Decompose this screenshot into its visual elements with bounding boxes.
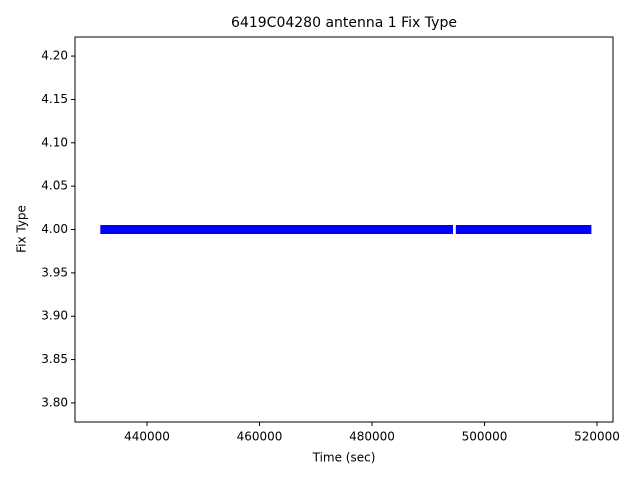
y-axis-label: Fix Type (15, 205, 29, 253)
x-tick-label: 460000 (237, 430, 283, 444)
y-tick-label: 4.00 (41, 222, 68, 236)
x-tick-label: 480000 (349, 430, 395, 444)
x-tick-label: 440000 (124, 430, 170, 444)
y-tick-label: 4.05 (41, 179, 68, 193)
y-tick-label: 3.85 (41, 352, 68, 366)
y-tick-label: 4.10 (41, 135, 68, 149)
x-tick-label: 500000 (462, 430, 508, 444)
x-tick-label: 520000 (574, 430, 620, 444)
y-tick-label: 4.15 (41, 92, 68, 106)
y-tick-label: 4.20 (41, 49, 68, 63)
plot-frame (74, 36, 614, 423)
y-tick-label: 3.90 (41, 309, 68, 323)
y-tick-label: 3.80 (41, 395, 68, 409)
chart-title: 6419C04280 antenna 1 Fix Type (231, 15, 457, 31)
y-tick-label: 3.95 (41, 265, 68, 279)
x-axis-label: Time (sec) (312, 451, 376, 465)
